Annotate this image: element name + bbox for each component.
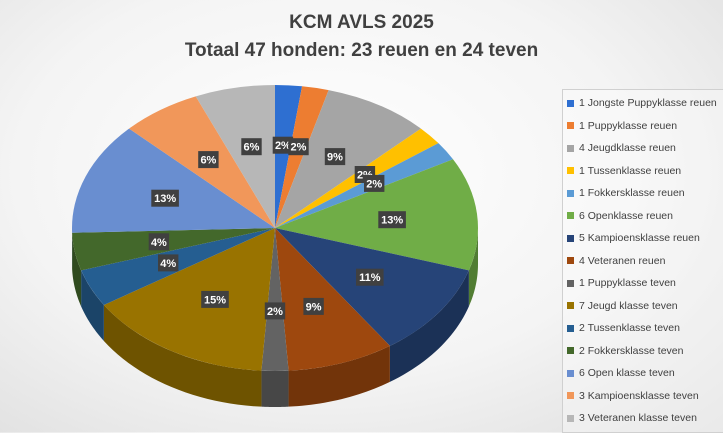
data-label-text: 11% bbox=[359, 272, 381, 284]
legend-item: 6 Open klasse teven bbox=[563, 362, 723, 385]
legend-swatch bbox=[567, 190, 574, 197]
data-label-text: 15% bbox=[204, 294, 226, 306]
chart-legend: 1 Jongste Puppyklasse reuen 1 Puppyklasse… bbox=[562, 89, 723, 433]
legend-swatch bbox=[567, 415, 574, 422]
legend-label: 1 Jongste Puppyklasse reuen bbox=[579, 97, 717, 109]
legend-item: 4 Jeugdklasse reuen bbox=[563, 137, 723, 160]
legend-item: 3 Kampioensklasse teven bbox=[563, 385, 723, 408]
data-label-text: 4% bbox=[151, 237, 167, 249]
data-label-11: 4% bbox=[158, 254, 178, 271]
data-label-text: 2% bbox=[291, 142, 307, 154]
legend-label: 1 Tussenklasse reuen bbox=[579, 165, 681, 177]
legend-item: 6 Openklasse reuen bbox=[563, 205, 723, 228]
legend-item: 2 Tussenklasse teven bbox=[563, 317, 723, 340]
legend-label: 2 Tussenklasse teven bbox=[579, 322, 680, 334]
legend-swatch bbox=[567, 325, 574, 332]
legend-item: 2 Fokkersklasse teven bbox=[563, 340, 723, 363]
legend-item: 1 Jongste Puppyklasse reuen bbox=[563, 92, 723, 115]
legend-swatch bbox=[567, 100, 574, 107]
data-label-2: 2% bbox=[288, 138, 308, 155]
legend-swatch bbox=[567, 302, 574, 309]
legend-item: 1 Tussenklasse reuen bbox=[563, 160, 723, 183]
data-label-text: 13% bbox=[154, 193, 176, 205]
legend-swatch bbox=[567, 280, 574, 287]
pie-slice-side-9 bbox=[261, 371, 288, 407]
data-label-13: 13% bbox=[151, 190, 179, 207]
legend-item: 7 Jeugd klasse teven bbox=[563, 295, 723, 318]
data-label-text: 6% bbox=[200, 155, 216, 167]
legend-swatch bbox=[567, 235, 574, 242]
data-label-text: 9% bbox=[306, 301, 322, 313]
legend-swatch bbox=[567, 145, 574, 152]
data-label-8: 9% bbox=[303, 298, 323, 315]
legend-label: 4 Veteranen reuen bbox=[579, 255, 665, 267]
data-label-5: 2% bbox=[364, 175, 384, 192]
data-label-text: 4% bbox=[160, 258, 176, 270]
data-label-12: 4% bbox=[149, 233, 169, 250]
data-label-text: 2% bbox=[267, 306, 283, 318]
legend-label: 6 Openklasse reuen bbox=[579, 210, 673, 222]
legend-item: 1 Fokkersklasse reuen bbox=[563, 182, 723, 205]
data-label-9: 2% bbox=[265, 302, 285, 319]
legend-item: 1 Puppyklasse teven bbox=[563, 272, 723, 295]
legend-swatch bbox=[567, 122, 574, 129]
legend-label: 4 Jeugdklasse reuen bbox=[579, 142, 676, 154]
legend-swatch bbox=[567, 392, 574, 399]
legend-label: 1 Puppyklasse reuen bbox=[579, 120, 677, 132]
data-label-text: 2% bbox=[366, 178, 382, 190]
data-label-text: 6% bbox=[244, 142, 260, 154]
data-label-15: 6% bbox=[241, 138, 261, 155]
legend-label: 2 Fokkersklasse teven bbox=[579, 345, 683, 357]
legend-swatch bbox=[567, 212, 574, 219]
legend-item: 4 Veteranen reuen bbox=[563, 250, 723, 273]
legend-swatch bbox=[567, 347, 574, 354]
legend-item: 1 Puppyklasse reuen bbox=[563, 115, 723, 138]
legend-item: 5 Kampioensklasse reuen bbox=[563, 227, 723, 250]
data-label-3: 9% bbox=[325, 148, 345, 165]
legend-swatch bbox=[567, 167, 574, 174]
data-label-text: 9% bbox=[327, 152, 343, 164]
legend-label: 6 Open klasse teven bbox=[579, 367, 675, 379]
legend-label: 1 Puppyklasse teven bbox=[579, 277, 676, 289]
legend-label: 7 Jeugd klasse teven bbox=[579, 300, 678, 312]
data-label-6: 13% bbox=[378, 211, 406, 228]
data-label-7: 11% bbox=[356, 269, 384, 286]
legend-swatch bbox=[567, 257, 574, 264]
legend-item: 3 Veteranen klasse teven bbox=[563, 407, 723, 430]
legend-label: 3 Veteranen klasse teven bbox=[579, 412, 697, 424]
legend-swatch bbox=[567, 370, 574, 377]
data-label-text: 13% bbox=[381, 215, 403, 227]
legend-label: 1 Fokkersklasse reuen bbox=[579, 187, 685, 199]
data-label-10: 15% bbox=[201, 291, 229, 308]
data-label-14: 6% bbox=[198, 151, 218, 168]
legend-label: 3 Kampioensklasse teven bbox=[579, 390, 699, 402]
legend-label: 5 Kampioensklasse reuen bbox=[579, 232, 700, 244]
